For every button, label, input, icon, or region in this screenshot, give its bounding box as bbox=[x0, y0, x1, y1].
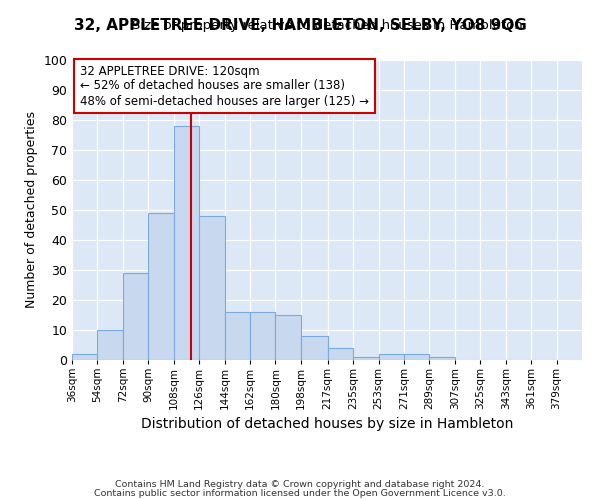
Bar bbox=[199, 216, 224, 360]
Bar bbox=[97, 330, 123, 360]
Bar bbox=[148, 213, 174, 360]
Bar bbox=[174, 126, 199, 360]
Bar bbox=[379, 354, 404, 360]
Title: Size of property relative to detached houses in Hambleton: Size of property relative to detached ho… bbox=[131, 20, 523, 32]
Bar bbox=[301, 336, 328, 360]
Bar bbox=[328, 348, 353, 360]
Text: 32, APPLETREE DRIVE, HAMBLETON, SELBY, YO8 9QG: 32, APPLETREE DRIVE, HAMBLETON, SELBY, Y… bbox=[74, 18, 526, 32]
Bar bbox=[123, 273, 148, 360]
Text: 32 APPLETREE DRIVE: 120sqm
← 52% of detached houses are smaller (138)
48% of sem: 32 APPLETREE DRIVE: 120sqm ← 52% of deta… bbox=[80, 64, 368, 108]
Text: Contains HM Land Registry data © Crown copyright and database right 2024.: Contains HM Land Registry data © Crown c… bbox=[115, 480, 485, 489]
Bar bbox=[72, 354, 97, 360]
Text: Contains public sector information licensed under the Open Government Licence v3: Contains public sector information licen… bbox=[94, 488, 506, 498]
Bar bbox=[404, 354, 430, 360]
Bar bbox=[250, 312, 275, 360]
Y-axis label: Number of detached properties: Number of detached properties bbox=[25, 112, 38, 308]
Bar bbox=[430, 357, 455, 360]
Bar bbox=[275, 315, 301, 360]
X-axis label: Distribution of detached houses by size in Hambleton: Distribution of detached houses by size … bbox=[141, 418, 513, 432]
Bar bbox=[224, 312, 250, 360]
Bar bbox=[353, 357, 379, 360]
